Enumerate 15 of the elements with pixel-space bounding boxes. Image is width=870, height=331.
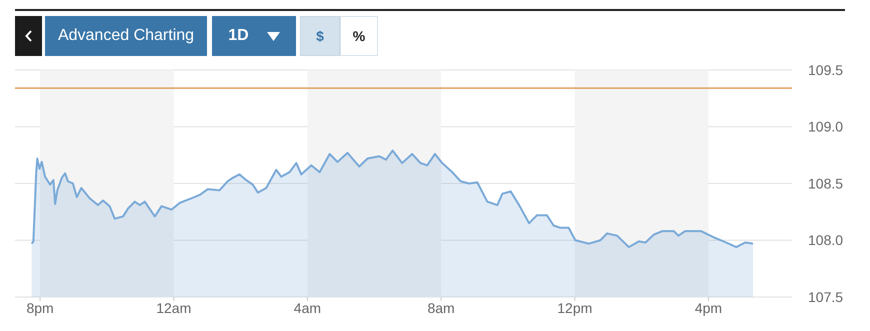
text: %: [340, 16, 378, 56]
x-tick-label: 4pm: [694, 300, 722, 316]
y-tick-label: 108.5: [808, 175, 844, 192]
text: Advanced Charting: [45, 16, 207, 56]
text: $: [300, 16, 340, 56]
y-tick-label: 107.5: [808, 288, 844, 305]
x-tick-label: 8am: [427, 300, 455, 316]
y-tick-label: 108.0: [808, 232, 844, 248]
x-tick-label: 12am: [156, 300, 192, 316]
y-tick-label: 109.5: [808, 62, 844, 78]
x-tick-label: 12pm: [557, 300, 592, 316]
x-tick-label: 4am: [294, 300, 322, 316]
y-tick-label: 109.0: [808, 118, 844, 135]
x-tick-label: 8pm: [26, 300, 54, 316]
text: 1D: [228, 27, 249, 45]
